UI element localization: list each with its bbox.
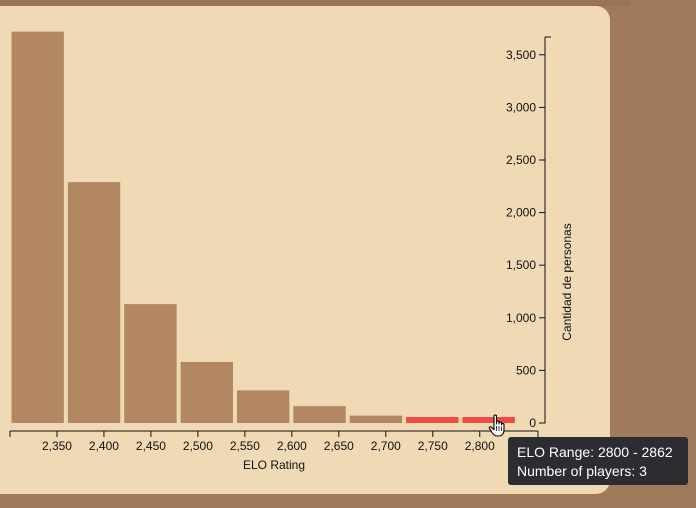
x-tick-label: 2,500 xyxy=(183,439,213,453)
hand-pointer-icon xyxy=(488,414,505,437)
y-axis: 0 500 1,000 1,500 2,000 2,500 3,000 3,500 xyxy=(506,36,551,430)
right-background xyxy=(630,0,696,508)
x-tick-label: 2,750 xyxy=(418,439,448,453)
histogram-bar[interactable] xyxy=(11,31,64,423)
x-tick-label: 2,800 xyxy=(465,439,495,453)
y-tick-label: 1,500 xyxy=(506,258,536,272)
histogram-bar[interactable] xyxy=(349,415,403,423)
x-tick-label: 2,350 xyxy=(42,439,72,453)
x-axis: 2,350 2,400 2,450 2,500 2,550 2,600 2,650 2,700… xyxy=(9,430,539,453)
bar-tooltip: ELO Range: 2800 - 2862 Number of players… xyxy=(508,437,688,485)
y-tick-label: 2,500 xyxy=(506,153,536,167)
histogram-bar[interactable] xyxy=(236,390,290,423)
x-tick-label: 2,650 xyxy=(324,439,354,453)
histogram-bar[interactable] xyxy=(180,361,233,423)
histogram-bar[interactable] xyxy=(124,304,177,423)
tooltip-count: Number of players: 3 xyxy=(517,463,647,479)
histogram-bar-highlighted[interactable] xyxy=(406,417,459,423)
y-axis-label: Cantidad de personas xyxy=(560,223,574,340)
y-tick-label: 3,500 xyxy=(506,48,536,62)
y-tick-label: 1,000 xyxy=(506,311,536,325)
histogram-bar[interactable] xyxy=(67,182,121,423)
page-top-strip xyxy=(0,0,696,6)
x-tick-label: 2,600 xyxy=(277,439,307,453)
x-tick-label: 2,400 xyxy=(89,439,119,453)
x-tick-label: 2,550 xyxy=(230,439,260,453)
y-tick-label: 2,000 xyxy=(506,206,536,220)
x-tick-label: 2,700 xyxy=(371,439,401,453)
x-tick-label: 2,450 xyxy=(136,439,166,453)
x-axis-label: ELO Rating xyxy=(243,458,305,472)
y-tick-label: 0 xyxy=(529,416,536,430)
tooltip-range: ELO Range: 2800 - 2862 xyxy=(517,444,673,460)
histogram-bar[interactable] xyxy=(293,406,346,423)
y-tick-label: 500 xyxy=(516,363,536,377)
y-tick-label: 3,000 xyxy=(506,100,536,114)
bars-group xyxy=(11,31,515,423)
histogram-bar-highlighted[interactable] xyxy=(462,417,515,423)
